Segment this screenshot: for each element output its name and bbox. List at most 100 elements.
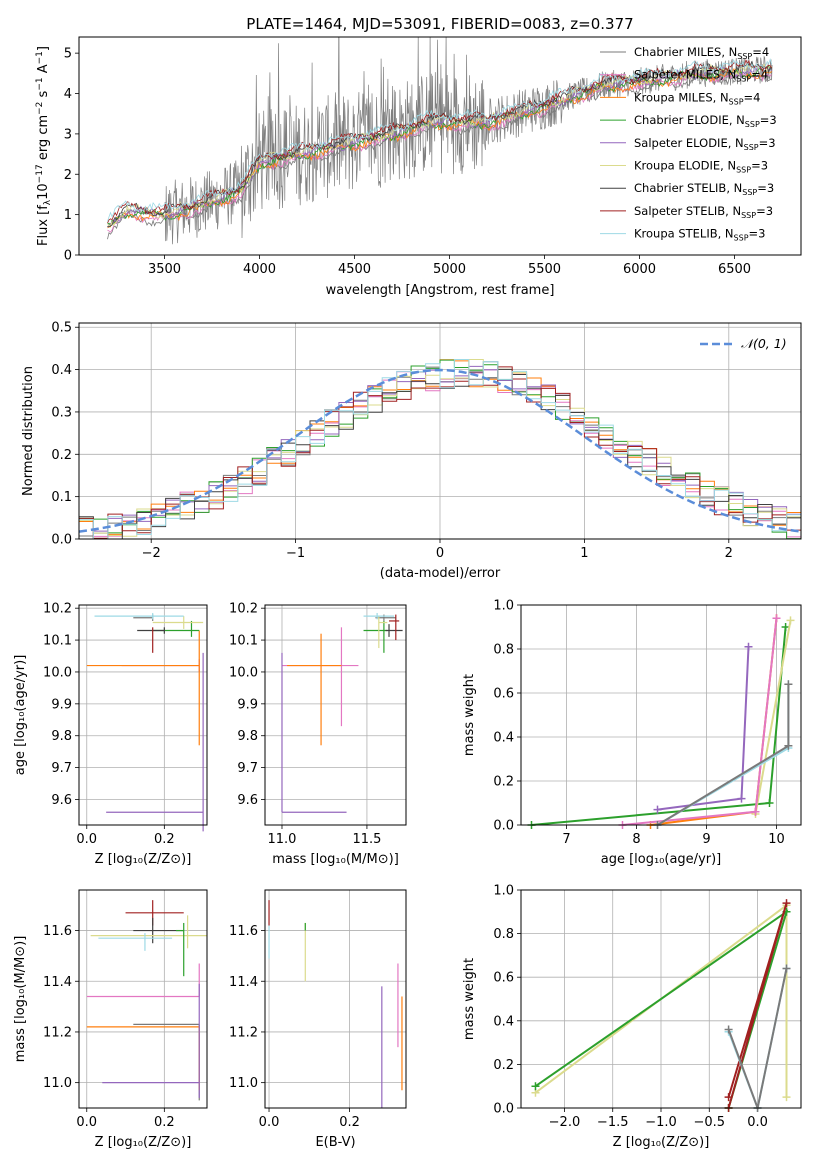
- plot-mass_vs_ebv: 0.0 0.2 11.0 11.2 11.4 11.6 E(B-V): [229, 889, 407, 1150]
- x-tick-label: 0.0: [747, 1115, 768, 1130]
- spectrum-model-8: [107, 58, 773, 222]
- legend-tail: =3: [760, 113, 777, 127]
- y-axis-label: age [log₁₀(age/yr)]: [13, 655, 28, 776]
- axes-frame: [520, 604, 802, 826]
- series-marker: [782, 899, 791, 908]
- legend-text: Salpeter STELIB, N: [634, 204, 741, 218]
- plot-spectrum: 3500 4000 4500 5000 5500 6000 6500 0 1 2 3 4 5 Flux […: [35, 36, 802, 298]
- y-tick-label: 11.6: [43, 924, 72, 939]
- x-tick-label: 11.0: [268, 832, 297, 847]
- axes-frame: [520, 889, 802, 1109]
- legend-sub: SSP: [736, 75, 751, 84]
- y-tick-label: 9.9: [237, 697, 258, 712]
- legend-sub: SSP: [744, 143, 759, 152]
- legend-tail: =3: [757, 181, 774, 195]
- y-tick-label: 9.9: [51, 697, 72, 712]
- y-tick-label: 10.1: [43, 634, 72, 649]
- y-tick-label: 0.5: [51, 321, 72, 336]
- y-label-part: −1: [35, 51, 45, 64]
- spectrum-model-3: [107, 65, 773, 227]
- y-tick-label: 0.0: [493, 819, 514, 834]
- y-label-part: λ: [43, 199, 53, 205]
- x-tick-label: 0.0: [259, 1115, 280, 1130]
- series-marker: [744, 642, 753, 651]
- x-tick-label: −2: [142, 546, 161, 561]
- y-tick-label: 0.8: [493, 643, 514, 658]
- x-tick-label: 5500: [528, 262, 561, 277]
- series-line-1: [657, 646, 750, 811]
- histogram-8: [79, 359, 801, 539]
- series-marker: [765, 799, 774, 807]
- x-tick-label: 3500: [148, 262, 181, 277]
- x-tick-label: 0.0: [76, 1115, 97, 1130]
- legend-tail: =3: [759, 136, 776, 150]
- legend-text: Kroupa ELODIE, N: [634, 159, 736, 173]
- chart-title: PLATE=1464, MJD=53091, FIBERID=0083, z=0…: [246, 15, 633, 33]
- legend-text: Salpeter MILES, N: [634, 68, 736, 82]
- x-axis-label: wavelength [Angstrom, rest frame]: [326, 283, 555, 298]
- x-axis-label: Z [log₁₀(Z/Z⊙)]: [95, 852, 192, 867]
- legend-tail: =3: [749, 227, 766, 241]
- x-tick-label: 6000: [623, 262, 656, 277]
- y-axis-label: mass weight: [462, 958, 477, 1040]
- x-tick-label: 4500: [338, 262, 371, 277]
- plot-weight_vs_age: 7 8 9 10 0.0 0.2 0.4 0.6 0.8 1.0 age [log₁₀(age/yr…: [462, 599, 802, 867]
- y-label-part: −1: [35, 77, 45, 90]
- y-tick-label: 1.0: [493, 884, 514, 899]
- legend-sub: SSP: [729, 97, 744, 106]
- legend-entry: Salpeter MILES, NSSP=4: [634, 68, 768, 84]
- x-tick-label: 7: [562, 832, 570, 847]
- series-marker: [724, 1093, 733, 1102]
- y-tick-label: 11.0: [43, 1076, 72, 1091]
- y-tick-label: 9.7: [237, 761, 258, 776]
- y-tick-label: 4: [64, 87, 72, 102]
- y-tick-label: 1.0: [493, 599, 514, 614]
- x-axis-label: age [log₁₀(age/yr)]: [601, 852, 722, 867]
- legend-tail: =4: [744, 90, 761, 104]
- axes-frame: [78, 36, 802, 256]
- axes-frame: [78, 604, 208, 826]
- y-tick-label: 10.2: [43, 602, 72, 617]
- y-tick-label: 9.8: [237, 729, 258, 744]
- x-tick-label: −1.5: [597, 1115, 629, 1130]
- y-tick-label: 11.0: [229, 1076, 258, 1091]
- x-tick-label: −0.5: [693, 1115, 725, 1130]
- plot-mass_vs_Z: 0.0 0.2 11.0 11.2 11.4 11.6 Z [log₁₀(Z/Z⊙)] mas…: [13, 889, 208, 1150]
- legend-entry: Kroupa STELIB, NSSP=3: [634, 227, 765, 243]
- x-axis-label: E(B-V): [315, 1135, 355, 1150]
- y-tick-label: 11.2: [229, 1025, 258, 1040]
- series-marker: [786, 616, 795, 625]
- legend-sub: SSP: [737, 52, 752, 61]
- x-tick-label: 0.2: [154, 1115, 175, 1130]
- y-tick-label: 2: [64, 168, 72, 183]
- axes-frame: [78, 322, 802, 540]
- x-tick-label: −1.0: [645, 1115, 677, 1130]
- y-tick-label: 10.0: [43, 665, 72, 680]
- y-tick-label: 9.7: [51, 761, 72, 776]
- legend-entry: Salpeter ELODIE, NSSP=3: [634, 136, 776, 152]
- legend-tail: =4: [751, 68, 768, 82]
- y-label-part: s: [36, 90, 51, 101]
- y-tick-label: 11.4: [43, 975, 72, 990]
- axes-frame: [264, 889, 407, 1109]
- legend-sub: SSP: [736, 166, 751, 175]
- x-tick-label: 1: [580, 546, 588, 561]
- y-tick-label: 0.4: [51, 363, 72, 378]
- y-tick-label: 0.8: [493, 927, 514, 942]
- plot-weight_vs_Z: −2.0 −1.5 −1.0 −0.5 0.0 0.0 0.2 0.4 0.6 0.8 1.0 Z […: [462, 884, 802, 1150]
- y-label-part: −2: [35, 102, 45, 115]
- y-axis-label: Normed distribution: [21, 366, 36, 496]
- y-tick-label: 10.2: [229, 602, 258, 617]
- legend-text: Kroupa MILES, N: [634, 90, 729, 104]
- series-marker: [653, 805, 662, 814]
- x-tick-label: 9: [702, 832, 710, 847]
- x-axis-label: (data-model)/error: [380, 566, 501, 581]
- y-tick-label: 9.8: [51, 729, 72, 744]
- x-axis-label: Z [log₁₀(Z/Z⊙)]: [613, 1135, 710, 1150]
- legend-text: Chabrier STELIB, N: [634, 181, 742, 195]
- series-marker: [784, 741, 793, 750]
- histograms: [79, 359, 801, 539]
- legend-entry: Chabrier MILES, NSSP=4: [634, 45, 769, 61]
- plot-age_vs_Z: 0.0 0.2 9.6 9.7 9.8 9.9 10.0 10.1 10.2 Z [log₁₀(Z…: [13, 602, 208, 867]
- y-tick-label: 0.2: [51, 448, 72, 463]
